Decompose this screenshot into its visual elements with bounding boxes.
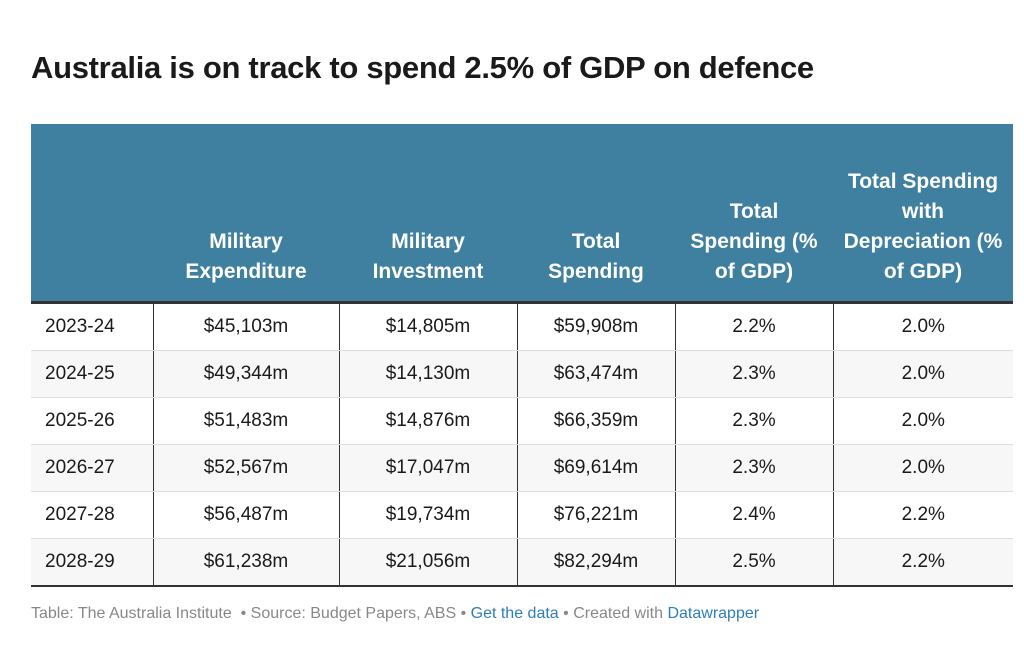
row-label: 2023-24: [31, 302, 153, 351]
table-cell: 2.2%: [832, 538, 1013, 587]
table-cell: 2.0%: [832, 444, 1013, 492]
table-row: 2025-26 $51,483m $14,876m $66,359m 2.3% 2.0%: [31, 397, 1013, 445]
table-row: 2023-24 $45,103m $14,805m $59,908m 2.2% 2.0%: [31, 302, 1013, 351]
table-cell: $61,238m: [152, 538, 339, 587]
table-cell: $49,344m: [152, 350, 339, 398]
table-cell: $14,805m: [338, 302, 517, 351]
table-row: 2028-29 $61,238m $21,056m $82,294m 2.5% 2.2%: [31, 538, 1013, 587]
table-cell: 2.3%: [674, 350, 833, 398]
table-cell: 2.4%: [674, 491, 833, 539]
column-header: [31, 124, 153, 303]
column-header: Total Spending with Depreciation (% of G…: [833, 124, 1013, 303]
row-label: 2025-26: [31, 397, 153, 445]
table-credit: Table: The Australia Institute: [31, 605, 232, 622]
table-cell: $76,221m: [516, 491, 675, 539]
data-table: Military Expenditure Military Investment T…: [31, 124, 1013, 587]
table-cell: $19,734m: [338, 491, 517, 539]
table-cell: $52,567m: [152, 444, 339, 492]
table-cell: $51,483m: [152, 397, 339, 445]
table-cell: $21,056m: [338, 538, 517, 587]
header-row: Military Expenditure Military Investment T…: [31, 124, 1013, 303]
table-row: 2026-27 $52,567m $17,047m $69,614m 2.3% 2.0%: [31, 444, 1013, 492]
table-cell: 2.3%: [674, 444, 833, 492]
table-cell: 2.0%: [832, 397, 1013, 445]
footer: Table: The Australia Institute • Source:…: [31, 605, 759, 623]
table-row: 2027-28 $56,487m $19,734m $76,221m 2.4% 2.2%: [31, 491, 1013, 539]
table-cell: 2.2%: [832, 491, 1013, 539]
table-cell: $45,103m: [152, 302, 339, 351]
table-cell: $66,359m: [516, 397, 675, 445]
table-cell: 2.2%: [674, 302, 833, 351]
chart-title: Australia is on track to spend 2.5% of G…: [31, 50, 814, 85]
column-header: Military Expenditure: [153, 124, 339, 303]
get-data-link[interactable]: Get the data: [470, 605, 559, 622]
table-cell: $82,294m: [516, 538, 675, 587]
table-cell: 2.3%: [674, 397, 833, 445]
table-cell: $69,614m: [516, 444, 675, 492]
row-label: 2027-28: [31, 491, 153, 539]
table-cell: $59,908m: [516, 302, 675, 351]
source-note: • Source: Budget Papers, ABS •: [240, 605, 467, 622]
row-label: 2024-25: [31, 350, 153, 398]
table-cell: $14,130m: [338, 350, 517, 398]
table-cell: 2.0%: [832, 302, 1013, 351]
table-cell: $56,487m: [152, 491, 339, 539]
column-header: Total Spending: [517, 124, 675, 303]
row-label: 2026-27: [31, 444, 153, 492]
table-cell: 2.5%: [674, 538, 833, 587]
table-cell: $14,876m: [338, 397, 517, 445]
table-cell: $63,474m: [516, 350, 675, 398]
row-label: 2028-29: [31, 538, 153, 587]
datawrapper-link[interactable]: Datawrapper: [667, 605, 760, 622]
column-header: Military Investment: [339, 124, 517, 303]
column-header: Total Spending (% of GDP): [675, 124, 833, 303]
table-cell: $17,047m: [338, 444, 517, 492]
table-row: 2024-25 $49,344m $14,130m $63,474m 2.3% 2.0%: [31, 350, 1013, 398]
table-cell: 2.0%: [832, 350, 1013, 398]
created-with-text: • Created with: [563, 605, 664, 622]
